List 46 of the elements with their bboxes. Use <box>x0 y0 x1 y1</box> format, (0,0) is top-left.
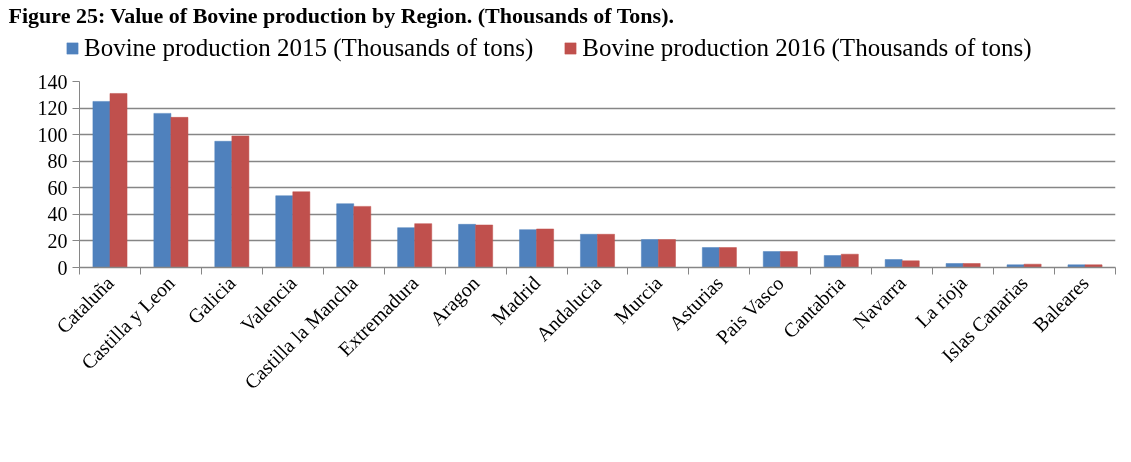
bar <box>109 93 128 268</box>
bar <box>763 251 781 268</box>
bar <box>658 239 676 268</box>
bar <box>536 228 554 268</box>
y-tick-label: 120 <box>37 97 68 120</box>
y-tick-label: 100 <box>37 123 68 146</box>
bar <box>597 234 615 268</box>
bar <box>397 227 415 268</box>
bar <box>458 224 476 268</box>
bar <box>153 113 172 268</box>
bar <box>1067 264 1086 268</box>
bar <box>231 135 250 268</box>
legend-label: Bovine production 2015 (Thousands of tons) <box>84 34 534 62</box>
bar <box>519 229 537 268</box>
bar <box>1006 264 1025 268</box>
bar <box>275 195 294 268</box>
bar <box>841 253 859 268</box>
bar <box>336 203 354 268</box>
y-tick-label: 20 <box>47 229 68 252</box>
bar <box>780 251 798 268</box>
bar <box>292 191 311 268</box>
bar <box>580 234 598 268</box>
bar <box>641 239 659 268</box>
y-tick-label: 140 <box>37 70 68 93</box>
bar <box>1084 264 1103 268</box>
bar <box>823 255 842 268</box>
bar <box>414 223 432 268</box>
bar <box>702 247 720 268</box>
legend-label: Bovine production 2016 (Thousands of tons) <box>582 34 1032 62</box>
bar <box>962 263 981 268</box>
bar <box>884 259 903 268</box>
y-tick-label: 80 <box>47 150 68 173</box>
bar <box>475 224 493 268</box>
bar <box>170 117 189 268</box>
bar <box>1023 263 1042 268</box>
chart-title: Figure 25: Value of Bovine production by Region. (Thousands of Tons). <box>8 2 674 28</box>
bar <box>92 101 111 268</box>
bar <box>353 206 372 268</box>
bar <box>719 247 737 268</box>
y-tick-label: 0 <box>57 256 68 279</box>
y-tick-label: 40 <box>47 203 68 226</box>
bar <box>214 141 233 268</box>
y-tick-label: 60 <box>47 176 68 199</box>
bar <box>945 263 964 268</box>
bar <box>901 260 920 268</box>
x-tick-label: La rioja <box>911 271 972 333</box>
